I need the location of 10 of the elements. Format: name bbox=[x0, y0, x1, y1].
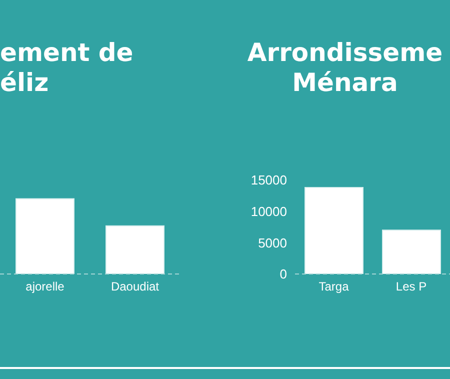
x-tick-label: Targa bbox=[318, 280, 350, 294]
x-tick-label: Les P bbox=[396, 280, 427, 294]
y-tick-label: 5000 bbox=[258, 235, 287, 250]
x-tick-label: ajorelle bbox=[26, 280, 65, 294]
y-tick-label: 0 bbox=[280, 266, 287, 282]
chart-title: Arrondisseme Ménara bbox=[246, 38, 444, 98]
y-tick-label: 10000 bbox=[250, 204, 287, 219]
x-tick-label: Daoudiat bbox=[110, 280, 160, 294]
y-tick-label: 15000 bbox=[250, 172, 287, 188]
chart-title: ement de éliz bbox=[0, 38, 134, 98]
